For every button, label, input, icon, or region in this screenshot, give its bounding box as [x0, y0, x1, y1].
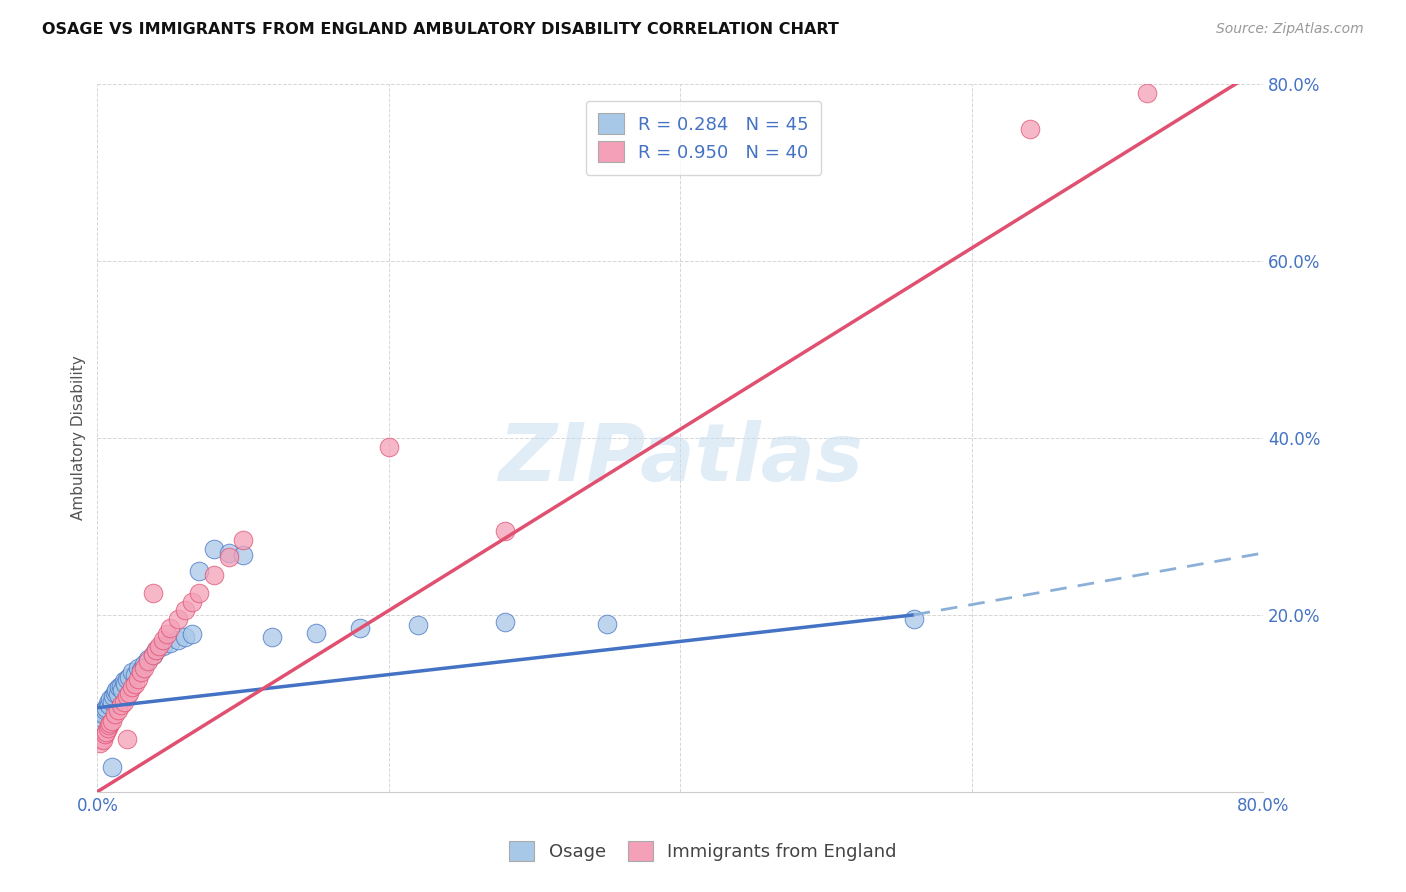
Point [173, 603, 195, 617]
Legend: Osage, Immigrants from England: Osage, Immigrants from England [496, 828, 910, 874]
Point [93, 727, 115, 741]
Point [152, 632, 174, 647]
Point [110, 679, 132, 693]
Point [90, 705, 112, 719]
Point [138, 654, 160, 668]
Point [103, 690, 125, 704]
Point [104, 706, 127, 721]
Point [94, 700, 117, 714]
Point [138, 652, 160, 666]
Point [494, 615, 516, 629]
Point [142, 648, 165, 662]
Point [148, 639, 170, 653]
Point [1136, 87, 1159, 101]
Point [101, 714, 124, 728]
Point [1019, 121, 1042, 136]
Point [96, 721, 118, 735]
Point [91, 706, 114, 721]
Point [406, 618, 429, 632]
Point [114, 677, 136, 691]
Point [94, 724, 117, 739]
Point [91, 733, 114, 747]
Point [173, 630, 195, 644]
Point [181, 594, 204, 608]
Point [142, 648, 165, 662]
Point [218, 550, 240, 565]
Point [903, 612, 925, 626]
Point [115, 672, 138, 686]
Point [156, 627, 179, 641]
Legend: R = 0.284   N = 45, R = 0.950   N = 40: R = 0.284 N = 45, R = 0.950 N = 40 [586, 101, 821, 175]
Point [218, 546, 240, 560]
Point [127, 661, 149, 675]
Point [232, 548, 254, 562]
Point [142, 586, 165, 600]
Point [118, 686, 141, 700]
Point [202, 568, 225, 582]
Point [89, 709, 111, 723]
Point [112, 694, 135, 708]
Point [145, 643, 167, 657]
Point [98, 698, 121, 712]
Point [110, 698, 132, 712]
Point [101, 694, 124, 708]
Point [262, 630, 284, 644]
Point [494, 524, 516, 538]
Point [115, 690, 138, 704]
Text: OSAGE VS IMMIGRANTS FROM ENGLAND AMBULATORY DISABILITY CORRELATION CHART: OSAGE VS IMMIGRANTS FROM ENGLAND AMBULAT… [42, 22, 839, 37]
Point [188, 564, 211, 578]
Point [152, 639, 174, 653]
Text: ZIPatlas: ZIPatlas [498, 420, 863, 499]
Point [129, 663, 152, 677]
Point [127, 672, 149, 686]
Point [145, 643, 167, 657]
Point [232, 533, 254, 547]
Point [100, 691, 122, 706]
Point [159, 636, 181, 650]
Point [159, 621, 181, 635]
Point [121, 681, 143, 695]
Point [129, 665, 152, 680]
Point [100, 715, 122, 730]
Point [107, 688, 129, 702]
Point [111, 683, 134, 698]
Point [93, 703, 115, 717]
Point [596, 616, 619, 631]
Point [305, 625, 328, 640]
Point [98, 718, 121, 732]
Point [124, 677, 146, 691]
Point [121, 665, 143, 680]
Point [90, 731, 112, 746]
Point [132, 657, 155, 671]
Point [112, 674, 135, 689]
Y-axis label: Ambulatory Disability: Ambulatory Disability [72, 356, 86, 520]
Point [349, 621, 371, 635]
Point [108, 681, 131, 695]
Point [101, 760, 124, 774]
Point [166, 612, 188, 626]
Point [378, 440, 401, 454]
Point [181, 627, 204, 641]
Point [89, 736, 111, 750]
Point [118, 670, 141, 684]
Point [124, 668, 146, 682]
Point [188, 586, 211, 600]
Point [96, 696, 118, 710]
Point [202, 541, 225, 556]
Point [105, 683, 128, 698]
Point [104, 686, 127, 700]
Text: Source: ZipAtlas.com: Source: ZipAtlas.com [1216, 22, 1364, 37]
Point [107, 703, 129, 717]
Point [115, 731, 138, 746]
Point [166, 632, 188, 647]
Point [132, 661, 155, 675]
